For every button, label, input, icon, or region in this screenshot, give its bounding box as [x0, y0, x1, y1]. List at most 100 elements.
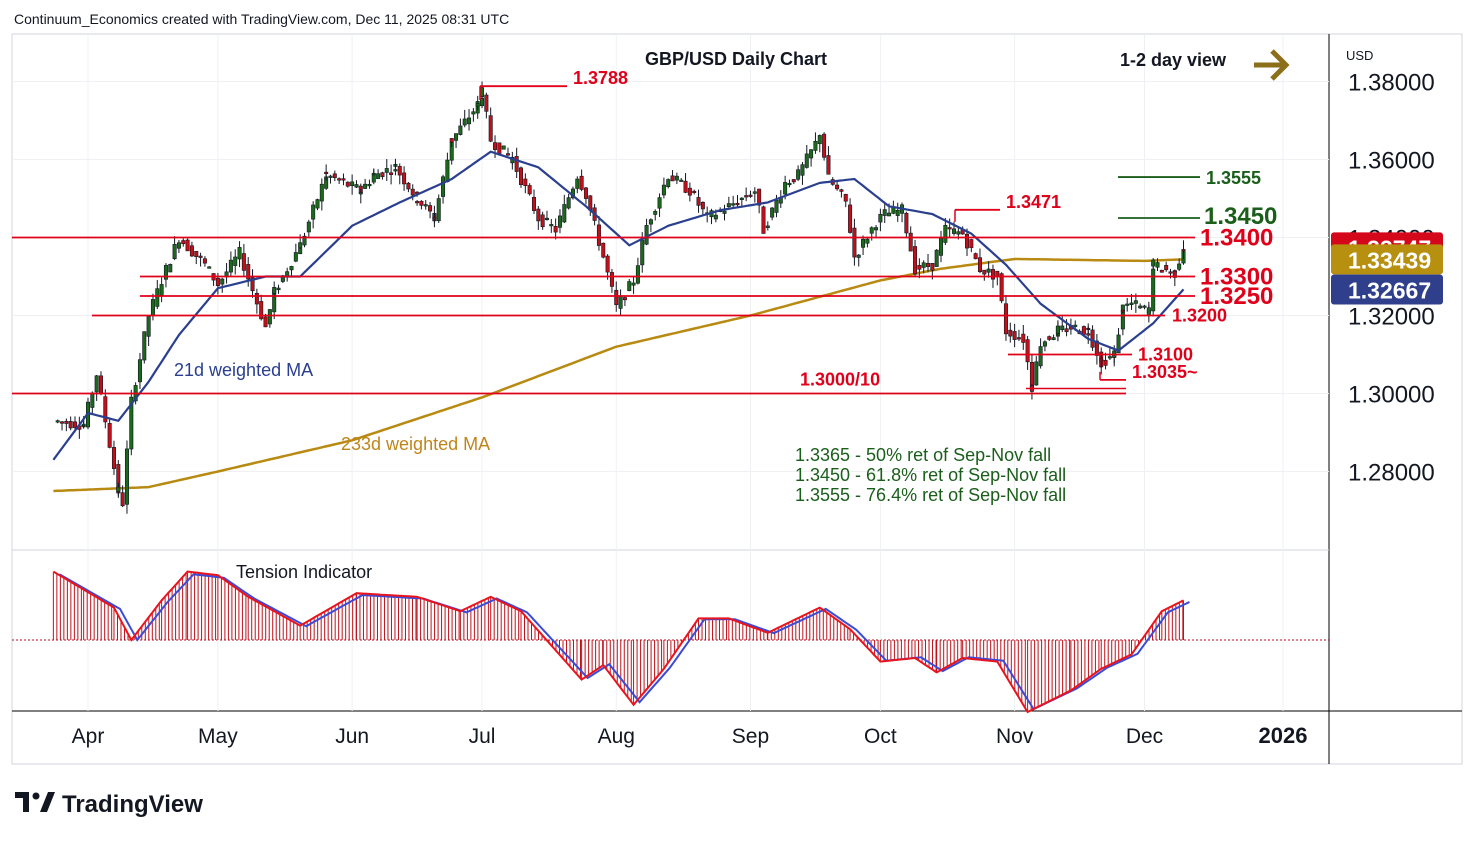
candle [943, 217, 948, 245]
candle-body [73, 421, 78, 428]
x-tick-label: Sep [732, 725, 769, 748]
candle [354, 180, 359, 188]
candle [913, 239, 918, 277]
candle [371, 168, 376, 176]
candle-body [1172, 270, 1177, 278]
candle-body [696, 197, 701, 206]
candle [501, 145, 506, 150]
candle [107, 418, 112, 449]
y-tick-label: 1.32000 [1348, 304, 1435, 331]
candle-body [609, 272, 614, 287]
candle-body [722, 210, 727, 214]
candle-body [527, 185, 532, 195]
candle-body [735, 202, 740, 206]
candle-body [1177, 263, 1182, 270]
candle [926, 254, 931, 273]
candle [527, 183, 532, 196]
level-label: 1.3035~ [1132, 362, 1198, 382]
candle [1090, 325, 1095, 351]
candle [337, 177, 342, 184]
level-label: 1.3200 [1172, 306, 1227, 326]
candle [289, 265, 294, 278]
candle [293, 243, 298, 263]
candle-body [1060, 325, 1065, 330]
candle [874, 225, 879, 239]
candle-body [168, 264, 173, 273]
candle-body [635, 265, 640, 284]
candle-body [493, 142, 498, 150]
candle-body [1164, 265, 1169, 271]
price-badge-bg [1331, 274, 1443, 305]
candle-body [475, 103, 480, 107]
candle-body [449, 138, 454, 143]
candle-body [648, 219, 653, 225]
candle-body [1125, 303, 1130, 306]
candle [921, 260, 926, 274]
candle-body [1099, 358, 1104, 362]
price-badge-bg [1331, 244, 1443, 275]
candle [575, 176, 580, 194]
candle-body [1064, 328, 1069, 333]
candle [1177, 258, 1182, 272]
candle-body [81, 423, 86, 426]
candle-body [761, 206, 766, 234]
candle-body [947, 227, 952, 230]
x-tick-label: Oct [864, 725, 897, 748]
candle-body [575, 178, 580, 189]
candle [917, 258, 922, 279]
candle-body [765, 225, 770, 228]
candle [458, 118, 463, 136]
candle [415, 200, 420, 206]
candle-body [692, 190, 697, 193]
candle [687, 182, 692, 202]
candle-body [155, 288, 160, 307]
candle [488, 107, 493, 143]
candle-body [1120, 310, 1125, 313]
candle-body [358, 192, 363, 195]
candle [679, 177, 684, 182]
candle-body [1055, 325, 1060, 334]
candle [406, 182, 411, 193]
price-axis[interactable]: 1.380001.360001.340001.320001.300001.280… [1348, 70, 1435, 487]
candle [692, 189, 697, 195]
candle [1142, 304, 1147, 310]
candle [237, 241, 242, 268]
level-label: 1.3000/10 [800, 370, 880, 390]
candle-body [332, 173, 337, 179]
candle [635, 257, 640, 285]
candle-body [267, 309, 272, 325]
candle-body [94, 375, 99, 393]
candle-body [977, 257, 982, 273]
time-axis[interactable]: Apr May Jun Jul Aug Sep Oct Nov Dec 2026 [72, 723, 1308, 748]
ma233-label: 233d weighted MA [341, 434, 490, 454]
candle-body [380, 172, 385, 177]
candle-body [458, 125, 463, 135]
x-tick-label: Nov [996, 725, 1034, 748]
candle [367, 179, 372, 189]
candle [198, 252, 203, 267]
candle [722, 204, 727, 221]
candle [735, 195, 740, 208]
candle-body [159, 284, 164, 296]
candle [172, 236, 177, 261]
candle [332, 170, 337, 181]
candle-body [415, 201, 420, 204]
candle-body [371, 174, 376, 183]
candle [185, 238, 190, 252]
candle [787, 179, 792, 188]
candle-body [311, 204, 316, 220]
candle [674, 172, 679, 185]
candle-body [172, 244, 177, 259]
indicator-label: Tension Indicator [236, 562, 372, 582]
candle [657, 193, 662, 217]
candle-body [674, 175, 679, 181]
candle-body [363, 183, 368, 189]
candle [181, 238, 186, 247]
candle-body [306, 221, 311, 233]
candle [1159, 269, 1164, 273]
candle [843, 193, 848, 208]
candle-body [999, 273, 1004, 302]
candle [627, 278, 632, 292]
